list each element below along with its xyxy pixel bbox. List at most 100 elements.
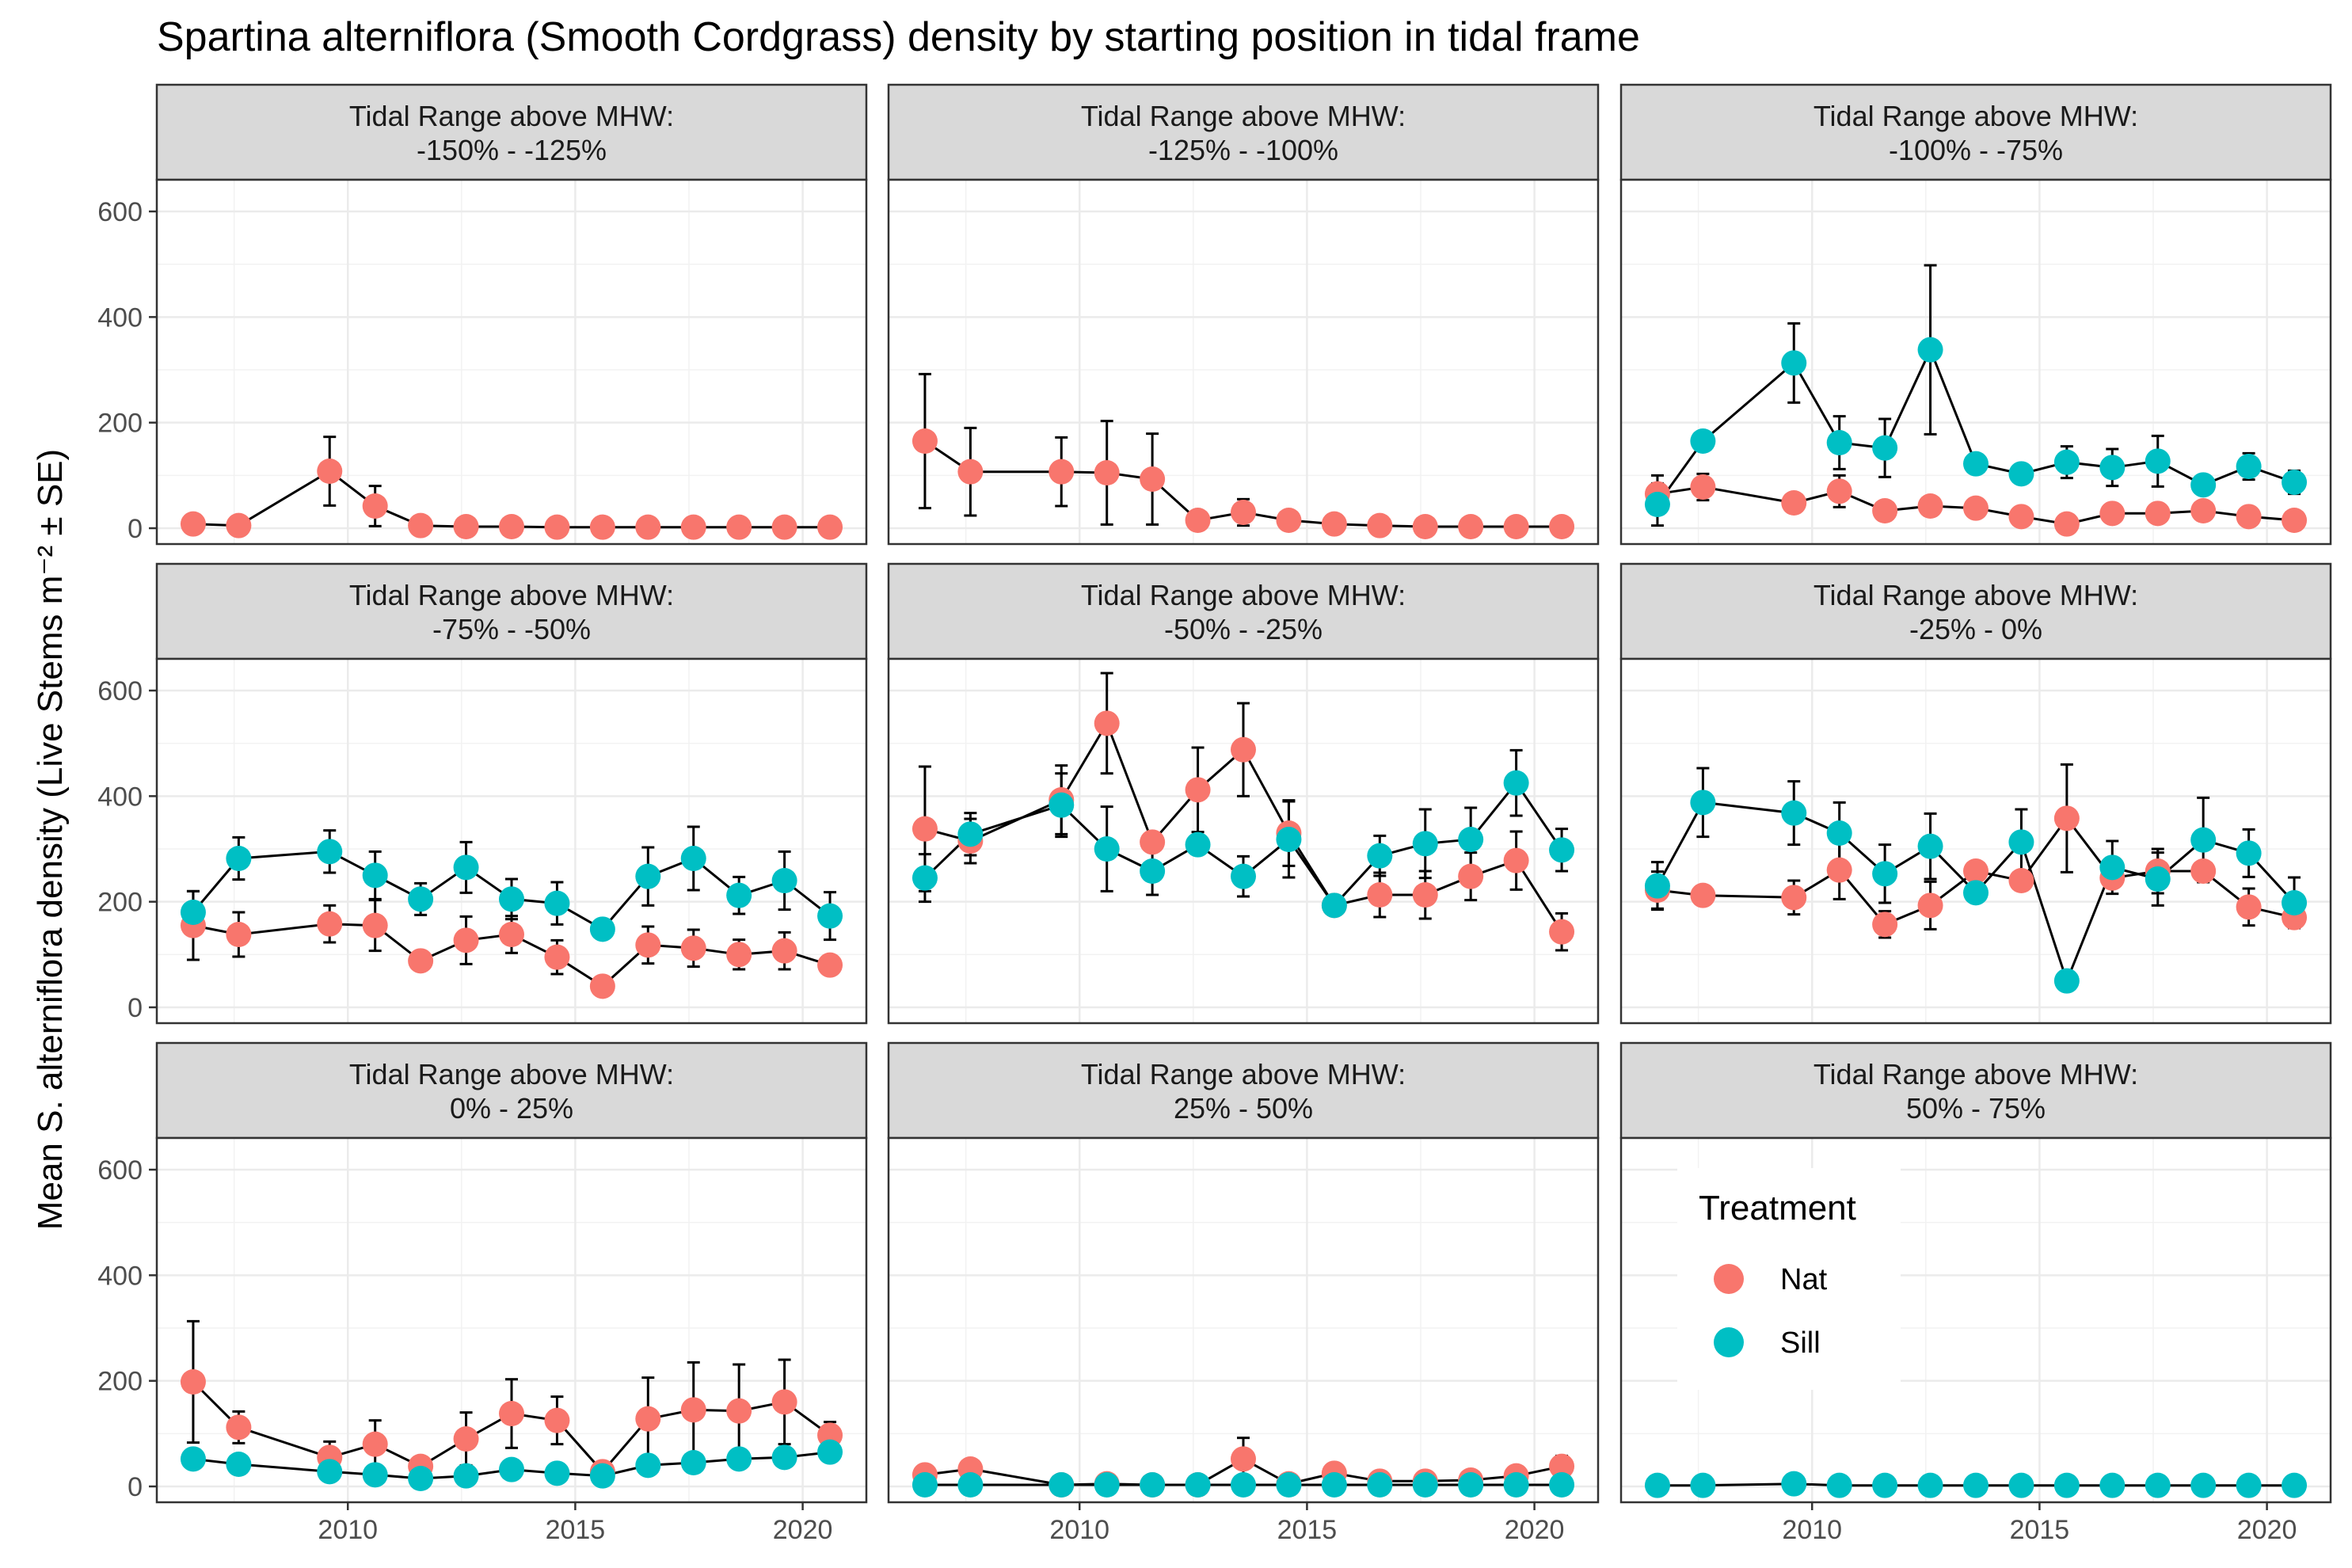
data-point-nat bbox=[1503, 847, 1529, 873]
data-point-sill bbox=[635, 1452, 661, 1479]
data-point-nat bbox=[1917, 892, 1943, 919]
data-point-nat bbox=[226, 1414, 252, 1441]
data-point-nat bbox=[1781, 885, 1807, 911]
legend-label-nat: Nat bbox=[1780, 1263, 1828, 1296]
data-point-nat bbox=[1231, 1446, 1256, 1472]
facet-strip-range: -75% - -50% bbox=[432, 613, 591, 645]
x-tick-label: 2010 bbox=[318, 1515, 378, 1545]
data-point-nat bbox=[771, 1389, 797, 1415]
data-point-sill bbox=[2145, 448, 2171, 474]
legend: Treatment Nat Sill bbox=[1677, 1168, 1901, 1390]
data-point-sill bbox=[1644, 873, 1670, 899]
panel-border bbox=[887, 1136, 1600, 1504]
y-tick-label: 400 bbox=[97, 303, 143, 333]
data-point-sill bbox=[2053, 1472, 2080, 1498]
data-point-nat bbox=[635, 514, 661, 540]
data-point-nat bbox=[1367, 882, 1393, 908]
data-point-sill bbox=[2099, 1472, 2126, 1498]
data-point-nat bbox=[1367, 512, 1393, 539]
data-point-sill bbox=[1367, 1472, 1393, 1498]
panel-border bbox=[1619, 178, 2332, 546]
data-point-sill bbox=[2236, 1472, 2262, 1498]
data-point-sill bbox=[499, 886, 524, 912]
facet-panel: Tidal Range above MHW:-50% - -25% bbox=[887, 562, 1600, 1025]
data-point-sill bbox=[1963, 880, 1989, 906]
data-point-sill bbox=[408, 1466, 434, 1491]
data-point-sill bbox=[2282, 890, 2308, 915]
data-point-nat bbox=[1549, 1453, 1575, 1479]
data-point-nat bbox=[1872, 911, 1898, 938]
facet-strip-range: -25% - 0% bbox=[1909, 613, 2042, 645]
data-point-nat bbox=[680, 935, 706, 961]
y-tick-label: 400 bbox=[97, 1261, 143, 1291]
data-point-sill bbox=[680, 1450, 706, 1475]
data-point-nat bbox=[726, 514, 752, 540]
data-point-nat bbox=[1321, 511, 1347, 537]
y-tick-label: 200 bbox=[97, 1367, 143, 1397]
data-point-sill bbox=[911, 865, 938, 891]
data-point-sill bbox=[1644, 1472, 1670, 1498]
facet-strip-range: -50% - -25% bbox=[1164, 613, 1323, 645]
data-point-nat bbox=[1826, 857, 1852, 883]
plot-background bbox=[157, 180, 866, 544]
data-point-sill bbox=[2099, 455, 2126, 481]
data-point-sill bbox=[1963, 451, 1989, 477]
x-tick-label: 2020 bbox=[1505, 1515, 1565, 1545]
data-point-sill bbox=[1917, 833, 1943, 859]
data-point-sill bbox=[1503, 770, 1529, 796]
facet-strip-range: -150% - -125% bbox=[417, 134, 607, 166]
data-point-sill bbox=[453, 1463, 479, 1489]
data-point-sill bbox=[362, 862, 388, 889]
data-point-nat bbox=[1140, 466, 1166, 492]
data-point-nat bbox=[2099, 500, 2126, 527]
data-point-sill bbox=[771, 868, 797, 893]
data-point-sill bbox=[817, 903, 843, 929]
data-point-nat bbox=[2190, 858, 2217, 884]
data-point-nat bbox=[1049, 459, 1075, 485]
x-tick-label: 2020 bbox=[2237, 1515, 2297, 1545]
x-tick-label: 2015 bbox=[1277, 1515, 1338, 1545]
data-point-sill bbox=[817, 1439, 843, 1465]
data-point-nat bbox=[2236, 894, 2262, 920]
facet-panel: Tidal Range above MHW:-125% - -100% bbox=[887, 83, 1600, 546]
data-point-sill bbox=[1276, 1472, 1302, 1498]
data-point-sill bbox=[726, 1446, 752, 1472]
data-point-sill bbox=[589, 1463, 615, 1489]
data-point-sill bbox=[1781, 800, 1807, 826]
y-tick-label: 400 bbox=[97, 782, 143, 812]
chart-title: Spartina alterniflora (Smooth Cordgrass)… bbox=[157, 14, 1640, 60]
data-point-nat bbox=[499, 922, 524, 947]
facet-strip-heading: Tidal Range above MHW: bbox=[1813, 100, 2138, 132]
data-point-nat bbox=[362, 1431, 388, 1457]
data-point-sill bbox=[2145, 866, 2171, 892]
x-tick-label: 2015 bbox=[546, 1515, 606, 1545]
data-point-nat bbox=[180, 511, 206, 537]
data-point-nat bbox=[1231, 500, 1256, 525]
legend-key-sill bbox=[1714, 1327, 1744, 1357]
data-point-nat bbox=[589, 514, 615, 540]
data-point-nat bbox=[911, 816, 938, 842]
data-point-nat bbox=[1917, 493, 1943, 519]
data-point-nat bbox=[635, 932, 661, 958]
x-tick-label: 2010 bbox=[1049, 1515, 1109, 1545]
facet-panel: Tidal Range above MHW:0% - 25% 0 200 400 600… bbox=[97, 1041, 868, 1545]
data-point-sill bbox=[1872, 1472, 1898, 1498]
data-point-nat bbox=[2190, 498, 2217, 523]
data-point-nat bbox=[226, 512, 252, 539]
data-point-sill bbox=[453, 854, 479, 881]
plot-background bbox=[157, 659, 866, 1023]
data-point-sill bbox=[180, 1446, 206, 1472]
data-point-sill bbox=[1917, 1472, 1943, 1498]
facet-strip-heading: Tidal Range above MHW: bbox=[349, 579, 674, 611]
plot-background bbox=[889, 180, 1598, 544]
data-point-sill bbox=[2190, 472, 2217, 498]
data-point-nat bbox=[317, 459, 343, 484]
data-point-nat bbox=[589, 973, 615, 999]
facet-panel: Tidal Range above MHW:-100% - -75% bbox=[1619, 83, 2332, 546]
data-point-nat bbox=[1185, 508, 1211, 533]
data-point-sill bbox=[544, 890, 570, 916]
data-point-sill bbox=[2008, 1472, 2034, 1498]
data-point-sill bbox=[544, 1460, 570, 1486]
data-point-nat bbox=[1276, 508, 1302, 533]
